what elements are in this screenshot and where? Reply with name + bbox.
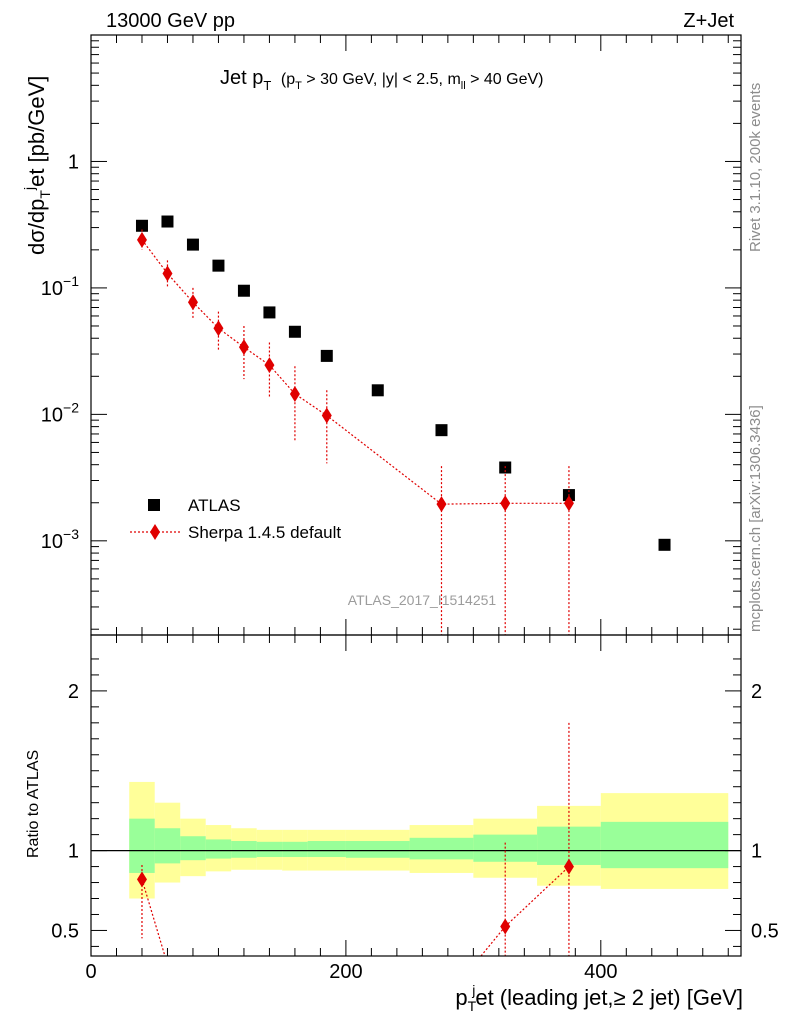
atlas-point bbox=[161, 215, 174, 228]
legend-sherpa-marker bbox=[150, 524, 160, 540]
legend-sherpa-label: Sherpa 1.4.5 default bbox=[188, 523, 341, 542]
y-tick-label-ratio-right: 1 bbox=[751, 841, 762, 863]
ratio-band-inner bbox=[282, 841, 308, 857]
ratio-band-inner bbox=[409, 837, 474, 860]
ratio-plot: 0 200 400 0.5 0.5 1 1 2 2 bbox=[51, 635, 779, 983]
sherpa-point bbox=[238, 339, 249, 356]
sherpa-point bbox=[213, 320, 224, 337]
sherpa-point bbox=[187, 294, 198, 311]
y-tick-label-main: 10−2 bbox=[41, 399, 79, 426]
y-axis-title-main: dσ/dpTjet [pb/GeV] bbox=[21, 76, 53, 255]
ratio-sherpa-line bbox=[141, 879, 166, 957]
analysis-label: ATLAS_2017_I1514251 bbox=[348, 592, 497, 608]
ratio-sherpa-point bbox=[500, 918, 511, 935]
sherpa-point bbox=[136, 231, 147, 248]
ratio-band-inner bbox=[154, 828, 181, 864]
rivet-label: Rivet 3.1.10, 200k events bbox=[747, 83, 764, 252]
sherpa-point bbox=[162, 265, 173, 282]
legend-atlas-label: ATLAS bbox=[188, 496, 241, 515]
ratio-sherpa-point bbox=[136, 871, 147, 888]
sherpa-point bbox=[321, 407, 332, 424]
y-tick-label-ratio-right: 2 bbox=[751, 681, 762, 703]
y-tick-label-ratio: 1 bbox=[68, 841, 79, 863]
atlas-point bbox=[288, 325, 301, 338]
sherpa-point bbox=[264, 357, 275, 374]
atlas-point bbox=[186, 238, 199, 251]
atlas-point bbox=[212, 259, 225, 272]
y-tick-label-main: 10−1 bbox=[41, 273, 79, 300]
sherpa-point bbox=[563, 495, 574, 512]
sherpa-point bbox=[500, 495, 511, 512]
ratio-band-inner bbox=[205, 839, 232, 859]
y-axis-title-ratio: Ratio to ATLAS bbox=[25, 750, 42, 858]
legend: ATLAS Sherpa 1.4.5 default bbox=[130, 496, 341, 542]
atlas-point bbox=[320, 349, 333, 362]
plot-title: Jet pT (pT > 30 GeV, |y| < 2.5, mll > 40… bbox=[220, 67, 543, 95]
ratio-band-inner bbox=[345, 841, 410, 858]
legend-atlas-marker bbox=[148, 499, 160, 511]
header-left: 13000 GeV pp bbox=[106, 10, 235, 32]
y-tick-label-ratio: 2 bbox=[68, 681, 79, 703]
x-tick-label: 200 bbox=[329, 961, 362, 983]
ratio-band-inner bbox=[180, 836, 206, 861]
ratio-band-inner bbox=[256, 841, 283, 857]
ratio-band-inner bbox=[129, 818, 155, 873]
sherpa-point bbox=[289, 385, 300, 402]
header-right: Z+Jet bbox=[683, 10, 734, 32]
x-axis-title: pTjet (leading jet,≥ 2 jet) [GeV] bbox=[455, 982, 743, 1014]
atlas-point bbox=[263, 306, 276, 319]
ratio-sherpa-line bbox=[480, 926, 506, 957]
ratio-band-inner bbox=[600, 821, 729, 869]
y-tick-label-ratio-right: 0.5 bbox=[751, 920, 779, 942]
main-frame bbox=[90, 34, 742, 636]
x-tick-label: 0 bbox=[85, 961, 96, 983]
y-tick-label-main: 1 bbox=[68, 151, 79, 173]
atlas-point bbox=[658, 538, 671, 551]
sherpa-point bbox=[436, 496, 447, 513]
atlas-point bbox=[135, 219, 148, 232]
ratio-sherpa-point bbox=[563, 858, 574, 875]
ratio-frame bbox=[90, 634, 742, 957]
mcplots-label: mcplots.cern.ch [arXiv:1306.3436] bbox=[747, 405, 764, 632]
main-plot: 1 10−1 10−2 10−3 bbox=[41, 34, 741, 635]
ratio-band-inner bbox=[231, 841, 257, 858]
x-tick-label: 400 bbox=[584, 961, 617, 983]
atlas-point bbox=[371, 384, 384, 397]
atlas-point bbox=[237, 284, 250, 297]
atlas-point bbox=[435, 424, 448, 437]
ratio-sherpa-line bbox=[504, 866, 570, 927]
ratio-band-inner bbox=[307, 841, 346, 857]
y-tick-label-ratio: 0.5 bbox=[51, 920, 79, 942]
y-tick-label-main: 10−3 bbox=[41, 526, 79, 553]
